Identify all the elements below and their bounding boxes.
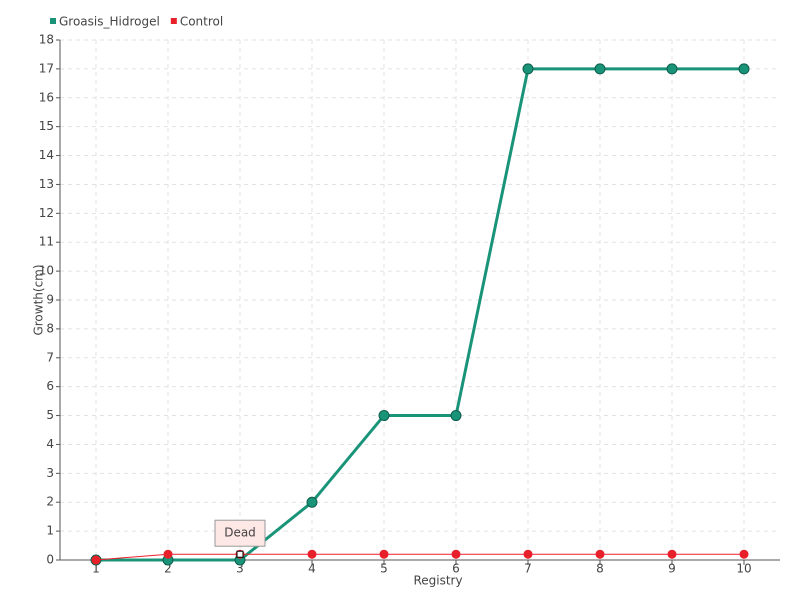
point: [667, 549, 677, 559]
point: [522, 63, 534, 75]
x-tick-label: 5: [380, 562, 388, 576]
y-tick-label: 16: [39, 90, 54, 104]
point: [738, 63, 750, 75]
point: [739, 549, 749, 559]
y-tick-label: 0: [46, 553, 54, 567]
x-tick-label: 6: [452, 562, 460, 576]
legend-item[interactable]: Groasis_Hidrogel: [50, 15, 160, 29]
y-tick-label: 15: [39, 119, 54, 133]
y-tick-label: 7: [46, 350, 54, 364]
y-tick-label: 14: [39, 148, 54, 162]
point: [378, 410, 390, 422]
legend-label: Groasis_Hidrogel: [59, 15, 160, 29]
point: [91, 555, 101, 565]
point: [450, 410, 462, 422]
x-tick-label: 4: [308, 562, 316, 576]
y-tick-label: 8: [46, 321, 54, 335]
x-tick-label: 7: [524, 562, 532, 576]
x-tick-label: 2: [164, 562, 172, 576]
y-tick-label: 13: [39, 177, 54, 191]
legend-label: Control: [180, 15, 223, 29]
y-tick-label: 18: [39, 33, 54, 47]
point: [523, 549, 533, 559]
series-line: [95, 553, 744, 561]
x-tick-label: 1: [92, 562, 100, 576]
y-tick-label: 12: [39, 206, 54, 220]
tooltip-box: [214, 519, 266, 547]
annotation-marker: [236, 550, 244, 558]
y-tick-label: 10: [39, 264, 54, 278]
y-tick-label: 5: [46, 408, 54, 422]
point: [306, 496, 318, 508]
y-tick-label: 4: [46, 437, 54, 451]
point: [594, 63, 606, 75]
point: [163, 549, 173, 559]
x-axis-title: Registry: [413, 574, 462, 588]
y-tick-label: 2: [46, 495, 54, 509]
x-tick-label: 9: [668, 562, 676, 576]
x-tick-label: 10: [736, 562, 751, 576]
y-tick-label: 11: [39, 235, 54, 249]
legend-swatch: [170, 18, 177, 24]
legend-swatch: [50, 18, 56, 24]
point: [379, 549, 389, 559]
y-tick-label: 6: [46, 379, 54, 393]
point: [451, 549, 461, 559]
x-tick-label: 3: [236, 562, 244, 576]
point: [595, 549, 605, 559]
series-line: [96, 67, 744, 562]
point: [307, 549, 317, 559]
point: [666, 63, 678, 75]
y-tick-label: 1: [46, 524, 54, 538]
y-tick-label: 17: [39, 61, 54, 75]
y-tick-label: 3: [46, 466, 54, 480]
x-tick-label: 8: [596, 562, 604, 576]
legend-item[interactable]: Control: [170, 15, 223, 29]
y-axis-title: Growth(cm): [32, 264, 46, 335]
tooltip-text: Dead: [224, 526, 256, 540]
y-tick-label: 9: [46, 293, 54, 307]
